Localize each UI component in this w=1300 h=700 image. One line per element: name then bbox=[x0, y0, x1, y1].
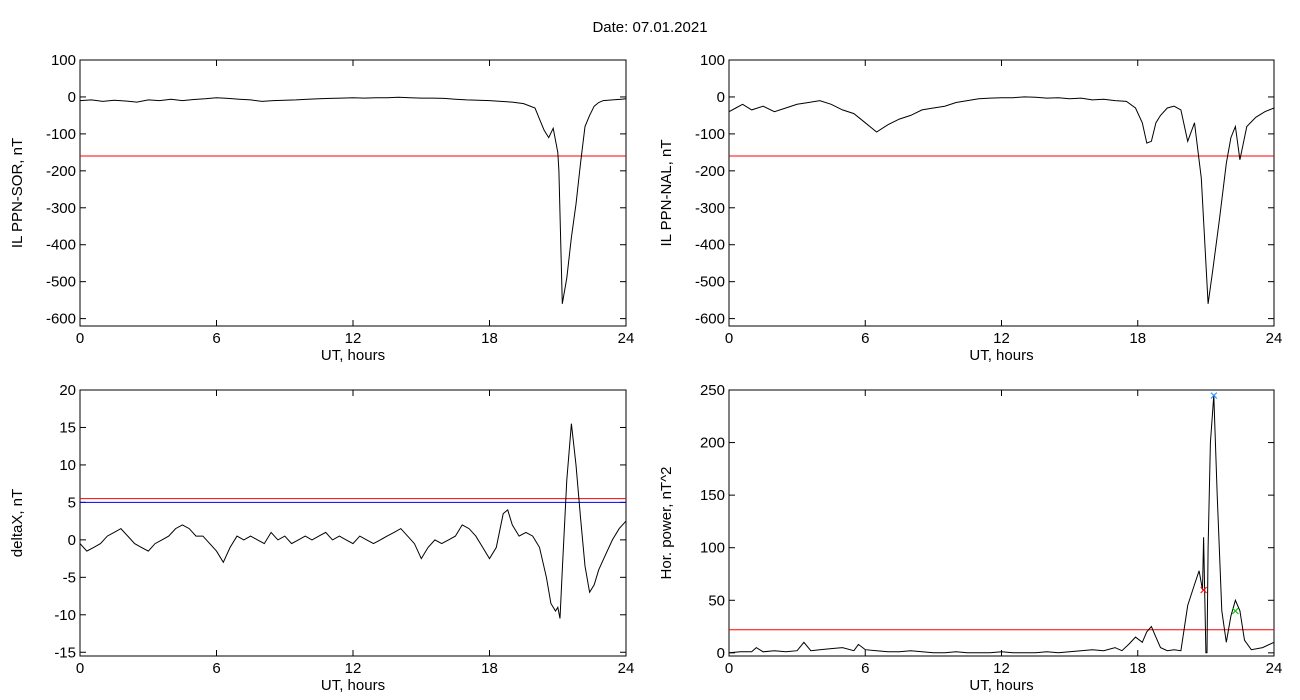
chart3-ytick-label: 0 bbox=[68, 532, 76, 549]
chart2-ytick-label: -400 bbox=[695, 237, 725, 254]
chart1-xtick-label: 24 bbox=[618, 330, 635, 347]
chart2-xtick-label: 18 bbox=[1129, 330, 1146, 347]
chart2-x-axis-label: UT, hours bbox=[969, 347, 1033, 364]
chart4-frame bbox=[728, 389, 1275, 657]
chart3-ytick-label: -15 bbox=[54, 644, 76, 661]
chart4-xtick-label: 12 bbox=[993, 660, 1010, 677]
chart3-ytick-label: 20 bbox=[59, 382, 76, 399]
chart4-ytick-label: 250 bbox=[700, 382, 725, 399]
chart2-ytick-label: -100 bbox=[695, 126, 725, 143]
chart1-xtick-label: 12 bbox=[345, 330, 362, 347]
chart3-ytick-label: 5 bbox=[68, 494, 76, 511]
chart4-x-axis-label: UT, hours bbox=[969, 677, 1033, 694]
chart3-xtick-label: 12 bbox=[345, 660, 362, 677]
chart1-x-axis-label: UT, hours bbox=[321, 347, 385, 364]
chart4-ytick-label: 50 bbox=[708, 592, 725, 609]
chart4-series-line bbox=[728, 395, 1275, 654]
chart2-ytick-label: -200 bbox=[695, 163, 725, 180]
chart2-ytick-label: -600 bbox=[695, 311, 725, 328]
chart1-ytick-label: -400 bbox=[46, 237, 76, 254]
chart2-ytick-label: -300 bbox=[695, 200, 725, 217]
chart3-ytick-label: -10 bbox=[54, 607, 76, 624]
chart2-xtick-label: 0 bbox=[725, 330, 733, 347]
chart1-xtick-label: 6 bbox=[212, 330, 220, 347]
chart1-ytick-label: -200 bbox=[46, 163, 76, 180]
chart3-xtick-label: 24 bbox=[618, 660, 635, 677]
chart3-xtick-label: 18 bbox=[481, 660, 498, 677]
chart1-ytick-label: -500 bbox=[46, 274, 76, 291]
chart3-x-axis-label: UT, hours bbox=[321, 677, 385, 694]
chart1-ytick-label: -300 bbox=[46, 200, 76, 217]
chart3-frame bbox=[79, 389, 627, 657]
chart2-xtick-label: 12 bbox=[993, 330, 1010, 347]
chart4-peak-marker: × bbox=[1231, 603, 1240, 620]
chart2-ytick-label: -500 bbox=[695, 274, 725, 291]
chart4-peak-marker: × bbox=[1199, 582, 1208, 599]
chart3-series-line bbox=[79, 423, 627, 619]
chart1-ytick-label: 0 bbox=[68, 89, 76, 106]
chart3-ytick-label: 10 bbox=[59, 457, 76, 474]
chart2-frame bbox=[728, 59, 1275, 327]
chart4-ytick-label: 100 bbox=[700, 540, 725, 557]
chart3-y-axis-label: deltaX, nT bbox=[9, 489, 26, 557]
chart2-xtick-label: 6 bbox=[861, 330, 869, 347]
chart1-y-axis-label: IL PPN-SOR, nT bbox=[9, 138, 26, 248]
chart2-series-line bbox=[728, 96, 1275, 304]
chart3-xtick-label: 0 bbox=[76, 660, 84, 677]
chart4-xtick-label: 0 bbox=[725, 660, 733, 677]
chart3-ytick-label: 15 bbox=[59, 419, 76, 436]
chart2-y-axis-label: IL PPN-NAL, nT bbox=[658, 140, 675, 247]
chart4-xtick-label: 18 bbox=[1129, 660, 1146, 677]
chart4-xtick-label: 6 bbox=[861, 660, 869, 677]
chart1-ytick-label: -600 bbox=[46, 311, 76, 328]
chart3-ytick-label: -5 bbox=[63, 569, 76, 586]
chart3-xtick-label: 6 bbox=[212, 660, 220, 677]
chart1-ytick-label: -100 bbox=[46, 126, 76, 143]
chart2-ytick-label: 0 bbox=[717, 89, 725, 106]
page-title: Date: 07.01.2021 bbox=[592, 19, 708, 36]
chart4-y-axis-label: Hor. power, nT^2 bbox=[658, 467, 675, 580]
chart4-ytick-label: 150 bbox=[700, 487, 725, 504]
chart1-xtick-label: 0 bbox=[76, 330, 84, 347]
chart4-peak-marker: × bbox=[1209, 387, 1218, 404]
chart2-xtick-label: 24 bbox=[1266, 330, 1283, 347]
chart1-ytick-label: 100 bbox=[51, 52, 76, 69]
chart1-xtick-label: 18 bbox=[481, 330, 498, 347]
chart2-ytick-label: 100 bbox=[700, 52, 725, 69]
chart4-ytick-label: 200 bbox=[700, 435, 725, 452]
chart1-series-line bbox=[79, 96, 627, 304]
chart4-ytick-label: 0 bbox=[717, 645, 725, 662]
chart4-xtick-label: 24 bbox=[1266, 660, 1283, 677]
